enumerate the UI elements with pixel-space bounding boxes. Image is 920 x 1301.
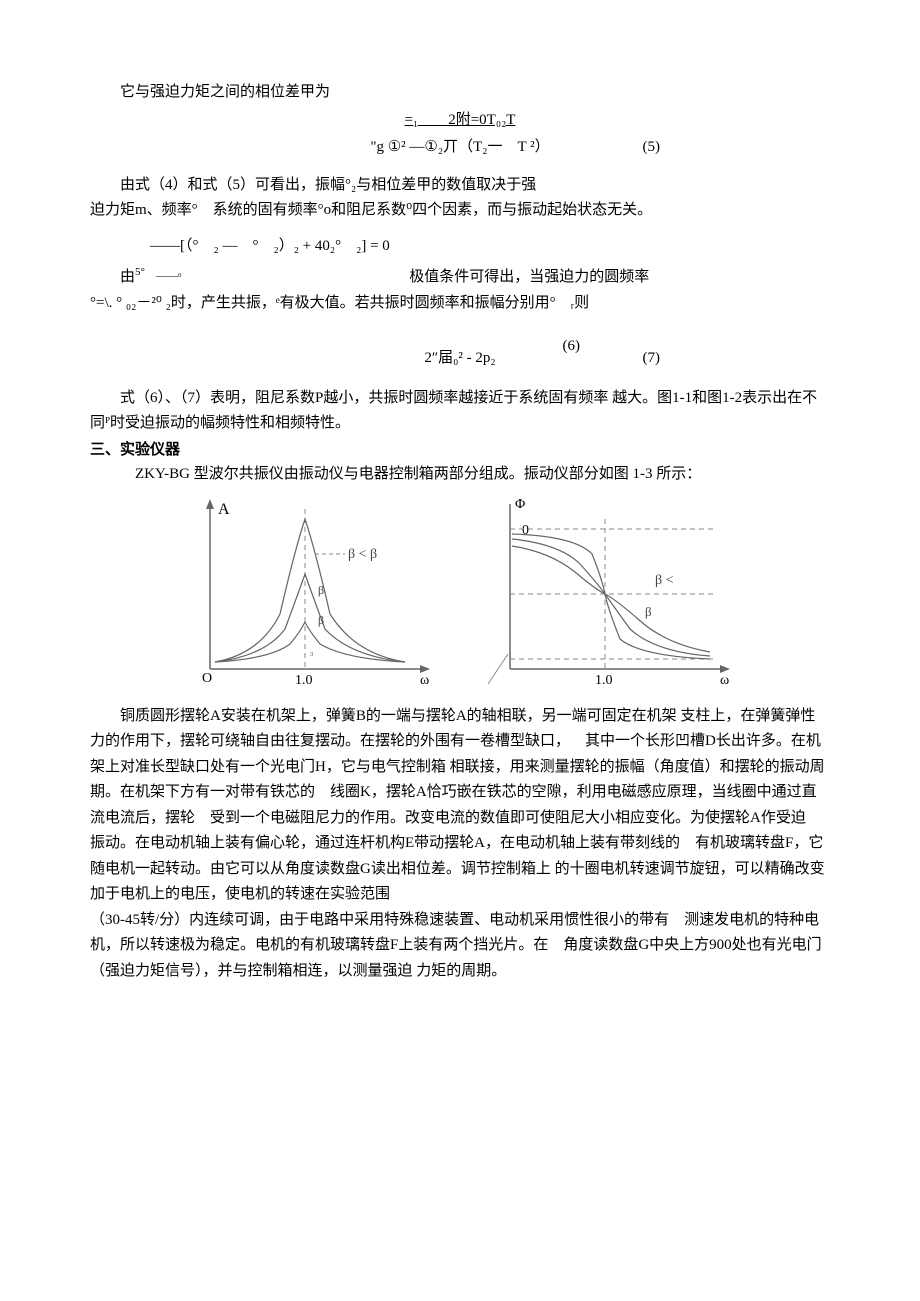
beta-label-2: β — [318, 613, 324, 627]
para3: °=\. ° ₀₂－²⁰ ₂时，产生共振，ᵉ有极大值。若共振时圆频率和振幅分别用… — [90, 291, 830, 317]
para7: （30-45转/分）内连续可调，由于电路中采用特殊稳速装置、电动机采用惯性很小的… — [90, 908, 830, 985]
charts-row: A O 1.0 ω β < β β β ₃ Φ 0 1.0 ω β < β — [90, 494, 830, 694]
phase-frequency-chart: Φ 0 1.0 ω β < β — [480, 494, 740, 694]
eq5a-text: =₁ 2附=0T₀₂T — [405, 112, 516, 128]
amplitude-frequency-chart: A O 1.0 ω β < β β β ₃ — [180, 494, 440, 694]
equation-7: 2″届₀² - 2p₂ (7) — [90, 346, 830, 372]
zero-label: 0 — [522, 523, 529, 538]
para2b: 迫力矩m、频率° 系统的固有频率°o和阻尼系数⁰四个因素，而与振动起始状态无关。 — [90, 198, 830, 224]
intro-text: 它与强迫力矩之间的相位差甲为 — [90, 80, 830, 106]
para2a: 由式（4）和式（5）可看出，振幅°₂与相位差甲的数值取决于强 — [90, 173, 830, 199]
y-top-label: Φ — [515, 497, 525, 512]
y-axis-label: A — [218, 501, 230, 518]
x-tick-label-r: 1.0 — [595, 673, 613, 688]
beta-label-r: β — [645, 604, 652, 619]
x-tick-label: 1.0 — [295, 673, 313, 688]
x-axis-label: ω — [420, 673, 429, 688]
eq7-text: 2″届₀² - 2p₂ — [424, 350, 495, 366]
eq-mid-1: ——[（° ₂ — ° ₂）₂ + 40₂° ₂] = 0 — [150, 234, 830, 260]
origin-label: O — [202, 671, 212, 686]
eq-number-5: (5) — [643, 135, 661, 161]
para6: 铜质圆形摆轮A安装在机架上，弹簧B的一端与摆轮A的轴相联，另一端可固定在机架 支… — [90, 704, 830, 908]
eq-mid-2: 由5° ____₀ 极值条件可得出，当强迫力的圆频率 — [120, 263, 830, 291]
beta-label-1: β — [318, 583, 324, 597]
eq-mid2b: 5° ____₀ — [135, 266, 182, 278]
legend-text-right: β < — [655, 573, 674, 588]
equation-5-line2: "g ①² —①₂丌（T₂一 T ²） (5) — [90, 135, 830, 161]
beta-label-3: ₃ — [310, 646, 314, 657]
eq-mid2c: 极值条件可得出，当强迫力的圆频率 — [409, 269, 649, 285]
legend-text-left: β < β — [348, 547, 377, 562]
eq-number-7: (7) — [643, 346, 661, 372]
section-3-title: 三、实验仪器 — [90, 437, 830, 463]
x-axis-label-r: ω — [720, 673, 729, 688]
eq5b-text: "g ①² —①₂丌（T₂一 T ²） — [370, 139, 549, 155]
para4: 式（6）、（7）表明，阻尼系数P越小，共振时圆频率越接近于系统固有频率 越大。图… — [90, 386, 830, 437]
eq-mid2a: 由 — [120, 269, 135, 285]
para5: ZKY-BG 型波尔共振仪由振动仪与电器控制箱两部分组成。振动仪部分如图 1-3… — [135, 462, 830, 488]
equation-5-line1: =₁ 2附=0T₀₂T — [90, 108, 830, 134]
